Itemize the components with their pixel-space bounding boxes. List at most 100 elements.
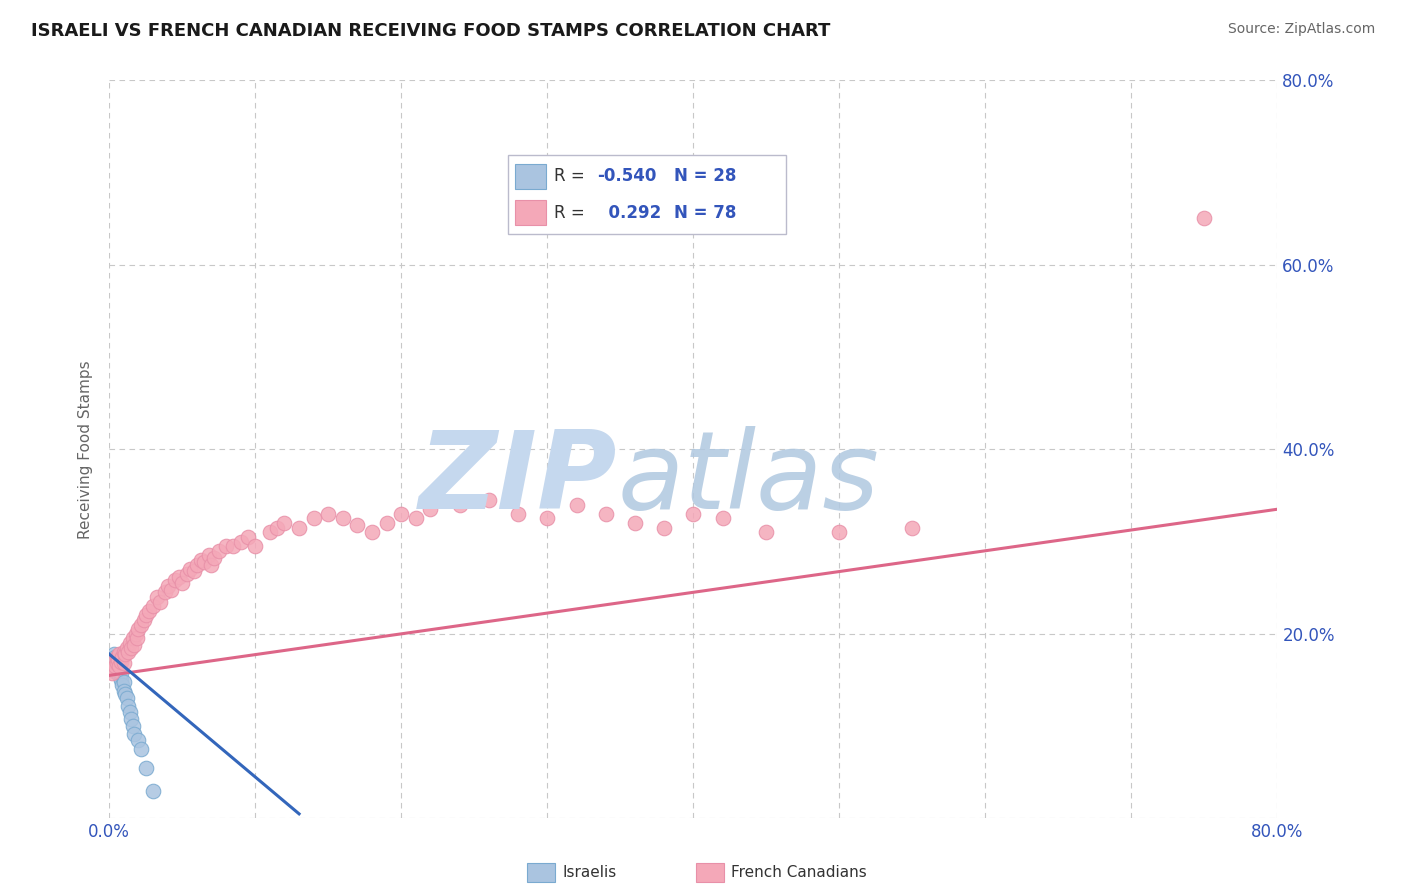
- Point: [134, 613, 156, 627]
- Point: [682, 507, 704, 521]
- Point: [105, 655, 128, 669]
- Point: [124, 627, 146, 641]
- Text: Israelis: Israelis: [562, 865, 617, 880]
- Point: [624, 516, 647, 530]
- Point: [108, 659, 131, 673]
- Point: [112, 674, 135, 689]
- Point: [111, 649, 134, 664]
- Point: [375, 516, 398, 530]
- Point: [288, 521, 311, 535]
- Point: [101, 653, 124, 667]
- Point: [172, 576, 194, 591]
- Point: [755, 525, 778, 540]
- Point: [120, 712, 142, 726]
- Point: [302, 511, 325, 525]
- Point: [478, 493, 501, 508]
- Point: [190, 553, 212, 567]
- Point: [361, 525, 384, 540]
- Point: [138, 604, 160, 618]
- Point: [107, 659, 129, 673]
- Point: [107, 665, 129, 680]
- Point: [169, 569, 191, 583]
- Point: [652, 521, 675, 535]
- Point: [236, 530, 259, 544]
- Point: [114, 687, 136, 701]
- Point: [142, 784, 165, 798]
- Text: R =: R =: [554, 203, 591, 222]
- Point: [103, 655, 125, 669]
- Point: [105, 662, 128, 676]
- Point: [208, 543, 231, 558]
- Point: [202, 551, 225, 566]
- Point: [101, 665, 124, 680]
- Text: R =: R =: [554, 168, 591, 186]
- Point: [449, 498, 471, 512]
- Point: [103, 647, 125, 661]
- Point: [135, 608, 157, 623]
- Point: [419, 502, 441, 516]
- Point: [332, 511, 354, 525]
- Point: [135, 761, 157, 775]
- Point: [142, 599, 165, 614]
- Point: [131, 742, 153, 756]
- Point: [229, 534, 252, 549]
- Point: [104, 659, 127, 673]
- Text: N = 78: N = 78: [673, 203, 737, 222]
- Point: [176, 566, 198, 581]
- Point: [121, 632, 143, 646]
- Point: [146, 590, 169, 604]
- Point: [828, 525, 851, 540]
- Point: [595, 507, 617, 521]
- Point: [179, 562, 201, 576]
- Point: [163, 574, 186, 588]
- Point: [183, 564, 205, 578]
- Point: [245, 539, 267, 553]
- Point: [259, 525, 281, 540]
- Point: [100, 659, 122, 673]
- Point: [127, 733, 149, 747]
- Point: [506, 507, 529, 521]
- Point: [115, 640, 138, 655]
- Point: [118, 706, 141, 720]
- Point: [222, 539, 245, 553]
- Text: ISRAELI VS FRENCH CANADIAN RECEIVING FOOD STAMPS CORRELATION CHART: ISRAELI VS FRENCH CANADIAN RECEIVING FOO…: [31, 22, 831, 40]
- Point: [111, 677, 134, 691]
- Point: [112, 684, 135, 698]
- Text: French Canadians: French Canadians: [731, 865, 868, 880]
- Point: [186, 558, 208, 572]
- Y-axis label: Receiving Food Stamps: Receiving Food Stamps: [79, 359, 93, 539]
- Point: [127, 622, 149, 636]
- Point: [122, 638, 145, 652]
- Point: [115, 691, 138, 706]
- Text: atlas: atlas: [617, 426, 879, 532]
- Point: [117, 645, 139, 659]
- Point: [112, 657, 135, 671]
- Point: [122, 726, 145, 740]
- Point: [120, 640, 142, 655]
- Point: [118, 636, 141, 650]
- Point: [114, 647, 136, 661]
- Point: [215, 539, 238, 553]
- Point: [110, 655, 132, 669]
- Point: [104, 649, 127, 664]
- Point: [197, 549, 219, 563]
- Point: [405, 511, 427, 525]
- Point: [711, 511, 734, 525]
- Point: [901, 521, 924, 535]
- Point: [104, 657, 127, 671]
- Text: 0.292: 0.292: [596, 203, 661, 222]
- Point: [200, 558, 222, 572]
- Point: [125, 632, 148, 646]
- Point: [108, 668, 131, 682]
- Point: [1194, 211, 1216, 226]
- Text: ZIP: ZIP: [419, 425, 617, 532]
- Point: [108, 647, 131, 661]
- Point: [100, 662, 122, 676]
- Point: [536, 511, 558, 525]
- Point: [266, 521, 288, 535]
- Point: [156, 579, 179, 593]
- Point: [346, 517, 368, 532]
- Point: [103, 664, 125, 678]
- Point: [110, 665, 132, 680]
- Point: [105, 649, 128, 664]
